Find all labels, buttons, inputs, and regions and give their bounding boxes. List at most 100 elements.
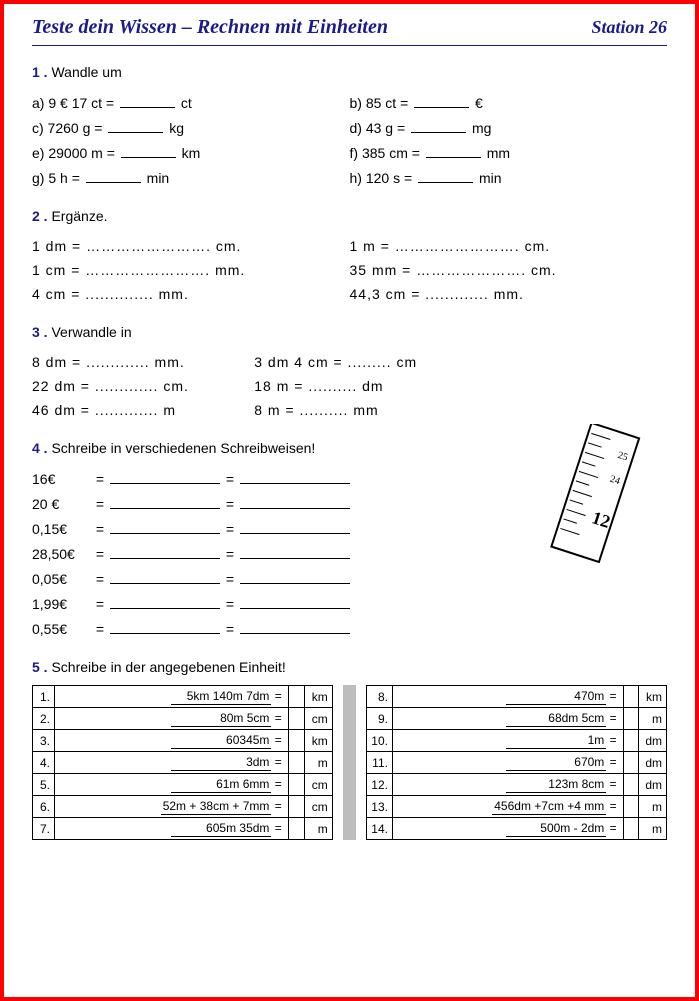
- section-2: 2 . Ergänze. 1 dm = ……………………. cm. 1 m = …: [32, 208, 667, 306]
- sec1-label: Wandle um: [51, 64, 121, 80]
- sec1-item-e: e) 29000 m = km: [32, 140, 350, 165]
- row-unit: km: [304, 686, 332, 708]
- row-answer[interactable]: [288, 686, 304, 708]
- row-index: 14.: [367, 818, 393, 840]
- table-row: 1.5km 140m 7dm =km: [33, 686, 333, 708]
- blank[interactable]: [240, 495, 350, 509]
- blank[interactable]: [418, 169, 473, 183]
- sec3-row-2-l: 46 dm = ............. m: [32, 398, 254, 422]
- table-row: 2.80m 5cm =cm: [33, 708, 333, 730]
- sec1-item-h: h) 120 s = min: [350, 165, 668, 190]
- sec2-row-2-r: 44,3 cm = ............. mm.: [350, 282, 668, 306]
- row-index: 7.: [33, 818, 55, 840]
- row-index: 10.: [367, 730, 393, 752]
- row-expr-cell: 5km 140m 7dm =: [55, 686, 289, 708]
- section-1-heading: 1 . Wandle um: [32, 64, 667, 80]
- row-answer[interactable]: [623, 796, 638, 818]
- row-expr-cell: 68dm 5cm =: [392, 708, 623, 730]
- blank[interactable]: [414, 94, 469, 108]
- table-row: 11.670m =dm: [367, 752, 667, 774]
- blank[interactable]: [426, 144, 481, 158]
- row-expression: 3dm: [171, 755, 271, 771]
- blank[interactable]: [86, 169, 141, 183]
- blank[interactable]: [240, 570, 350, 584]
- table-row: 14.500m - 2dm =m: [367, 818, 667, 840]
- row-unit: dm: [638, 730, 666, 752]
- row-answer[interactable]: [623, 774, 638, 796]
- sec2-label: Ergänze.: [51, 208, 107, 224]
- blank[interactable]: [121, 144, 176, 158]
- row-expression: 1m: [506, 733, 606, 749]
- row-answer[interactable]: [288, 730, 304, 752]
- blank[interactable]: [120, 94, 175, 108]
- sec2-row-0-r: 1 m = ……………………. cm.: [350, 234, 668, 258]
- row-expression: 60345m: [171, 733, 271, 749]
- ruler-icon: 25 24 12: [545, 424, 655, 564]
- row-expr-cell: 670m =: [392, 752, 623, 774]
- row-answer[interactable]: [623, 818, 638, 840]
- section-3-heading: 3 . Verwandle in: [32, 324, 667, 340]
- sec2-number: 2: [32, 208, 40, 224]
- row-expression: 68dm 5cm: [506, 711, 606, 727]
- sec2-row-0-l: 1 dm = ……………………. cm.: [32, 234, 350, 258]
- blank[interactable]: [110, 620, 220, 634]
- row-unit: cm: [304, 796, 332, 818]
- table-row: 9.68dm 5cm = m: [367, 708, 667, 730]
- section-1: 1 . Wandle um a) 9 € 17 ct = ct b) 85 ct…: [32, 64, 667, 190]
- blank[interactable]: [411, 119, 466, 133]
- station-label: Station 26: [591, 17, 667, 38]
- section-5-heading: 5 . Schreibe in der angegebenen Einheit!: [32, 659, 667, 675]
- row-expression: 123m 8cm: [506, 777, 606, 793]
- sec5-tables: 1.5km 140m 7dm =km2.80m 5cm =cm3.60345m …: [32, 685, 667, 840]
- sec5-label: Schreibe in der angegebenen Einheit!: [51, 659, 285, 675]
- blank[interactable]: [110, 520, 220, 534]
- row-answer[interactable]: [288, 752, 304, 774]
- row-unit: m: [304, 752, 332, 774]
- sec4-row: 0,05€ = =: [32, 566, 667, 591]
- table-row: 12.123m 8cm =dm: [367, 774, 667, 796]
- row-unit: cm: [304, 774, 332, 796]
- row-expression: 80m 5cm: [171, 711, 271, 727]
- table-row: 13.456dm +7cm +4 mm =m: [367, 796, 667, 818]
- blank[interactable]: [108, 119, 163, 133]
- row-index: 9.: [367, 708, 393, 730]
- sec3-row-1-l: 22 dm = ............. cm.: [32, 374, 254, 398]
- blank[interactable]: [110, 595, 220, 609]
- row-expr-cell: 1m =: [392, 730, 623, 752]
- row-answer[interactable]: [623, 686, 638, 708]
- blank[interactable]: [240, 520, 350, 534]
- blank[interactable]: [110, 570, 220, 584]
- row-unit: m: [638, 708, 666, 730]
- row-index: 13.: [367, 796, 393, 818]
- row-expression: 61m 6mm: [171, 777, 271, 793]
- row-answer[interactable]: [623, 730, 638, 752]
- blank[interactable]: [240, 595, 350, 609]
- row-expr-cell: 60345m =: [55, 730, 289, 752]
- sec2-row-1-r: 35 mm = …………………. cm.: [350, 258, 668, 282]
- sec3-label: Verwandle in: [51, 324, 131, 340]
- table-row: 8.470m =km: [367, 686, 667, 708]
- row-answer[interactable]: [288, 818, 304, 840]
- sec2-row-2-l: 4 cm = .............. mm.: [32, 282, 350, 306]
- row-answer[interactable]: [288, 774, 304, 796]
- row-answer[interactable]: [288, 796, 304, 818]
- blank[interactable]: [110, 495, 220, 509]
- row-index: 6.: [33, 796, 55, 818]
- blank[interactable]: [240, 545, 350, 559]
- worksheet-page: Teste dein Wissen – Rechnen mit Einheite…: [0, 0, 699, 1001]
- row-expr-cell: 123m 8cm =: [392, 774, 623, 796]
- table-row: 3.60345m =km: [33, 730, 333, 752]
- blank[interactable]: [240, 470, 350, 484]
- row-answer[interactable]: [623, 708, 638, 730]
- row-expression: 670m: [506, 755, 606, 771]
- row-unit: km: [304, 730, 332, 752]
- blank[interactable]: [110, 545, 220, 559]
- blank[interactable]: [110, 470, 220, 484]
- blank[interactable]: [240, 620, 350, 634]
- sec3-grid: 8 dm = ............. mm. 3 dm 4 cm = ...…: [32, 350, 477, 422]
- sec1-item-b: b) 85 ct = €: [350, 90, 668, 115]
- row-expr-cell: 456dm +7cm +4 mm =: [392, 796, 623, 818]
- row-answer[interactable]: [623, 752, 638, 774]
- section-3: 3 . Verwandle in 8 dm = ............. mm…: [32, 324, 667, 422]
- row-answer[interactable]: [288, 708, 304, 730]
